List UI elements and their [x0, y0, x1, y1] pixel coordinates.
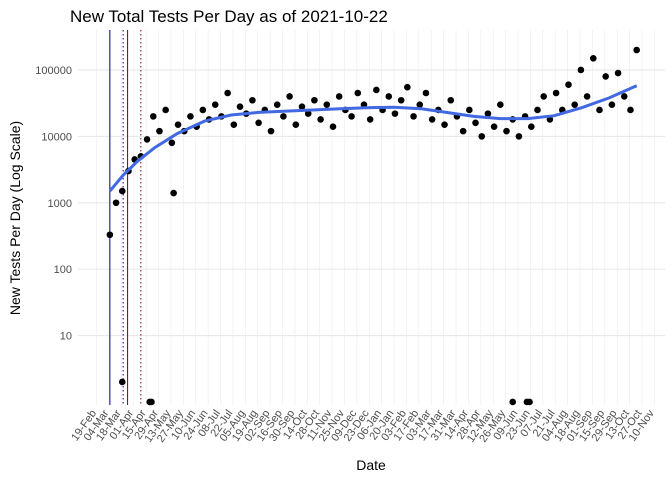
y-axis-label: New Tests Per Day (Log Scale): [7, 121, 23, 315]
point: [526, 398, 533, 406]
point: [162, 106, 169, 114]
point: [608, 101, 616, 108]
point: [459, 127, 467, 135]
point: [404, 83, 411, 91]
y-tick-label: 100: [54, 264, 72, 276]
point: [236, 103, 244, 110]
point: [422, 89, 430, 97]
point: [118, 378, 126, 386]
point: [509, 398, 517, 406]
point: [602, 73, 609, 80]
point: [391, 110, 399, 117]
trend-line: [108, 84, 638, 193]
point: [249, 96, 256, 104]
point: [230, 121, 238, 128]
point: [366, 116, 374, 123]
point: [484, 110, 492, 117]
point: [224, 89, 231, 97]
point: [515, 133, 523, 140]
point: [156, 127, 163, 135]
point: [497, 101, 504, 108]
point: [583, 93, 591, 100]
point: [187, 113, 194, 120]
point: [503, 127, 510, 135]
point: [199, 106, 207, 114]
point: [354, 89, 362, 97]
point: [118, 187, 126, 195]
point: [397, 96, 405, 104]
point: [596, 106, 603, 114]
point: [211, 101, 219, 108]
point: [174, 121, 182, 128]
point: [565, 81, 572, 89]
chart-title: New Total Tests Per Day as of 2021-10-22: [70, 7, 388, 26]
point: [490, 123, 498, 130]
point: [534, 106, 541, 114]
point: [311, 96, 318, 104]
point: [472, 119, 479, 127]
point: [577, 66, 585, 74]
point: [478, 133, 486, 140]
point: [317, 116, 324, 123]
point: [323, 101, 331, 108]
x-axis-label: Date: [356, 457, 386, 473]
point: [447, 96, 455, 104]
point: [149, 113, 157, 120]
point: [143, 136, 151, 143]
point: [292, 121, 300, 128]
point: [168, 139, 176, 147]
point: [273, 101, 281, 108]
point: [280, 113, 287, 120]
point: [633, 46, 640, 54]
y-tick-label: 10: [60, 331, 72, 343]
point: [329, 123, 337, 130]
point: [298, 103, 306, 110]
point: [335, 93, 343, 100]
point: [304, 110, 312, 117]
point: [571, 101, 578, 108]
point: [540, 93, 548, 100]
y-tick-label: 10000: [41, 131, 72, 143]
point: [416, 101, 424, 108]
point: [286, 93, 293, 100]
point: [552, 89, 560, 97]
y-tick-label: 1000: [48, 198, 72, 210]
point: [170, 189, 177, 197]
point: [373, 86, 380, 94]
point: [589, 54, 597, 62]
point: [466, 106, 473, 114]
point: [148, 398, 155, 406]
point: [348, 113, 355, 120]
y-tick-label: 100000: [35, 65, 72, 77]
point: [106, 231, 114, 239]
point: [428, 116, 436, 123]
point: [410, 113, 417, 120]
point: [614, 69, 622, 77]
point: [255, 119, 262, 127]
point: [620, 93, 628, 100]
point: [112, 199, 120, 207]
point: [528, 123, 535, 130]
point: [267, 127, 275, 135]
point: [385, 93, 393, 100]
point: [441, 121, 448, 128]
point: [627, 106, 634, 114]
